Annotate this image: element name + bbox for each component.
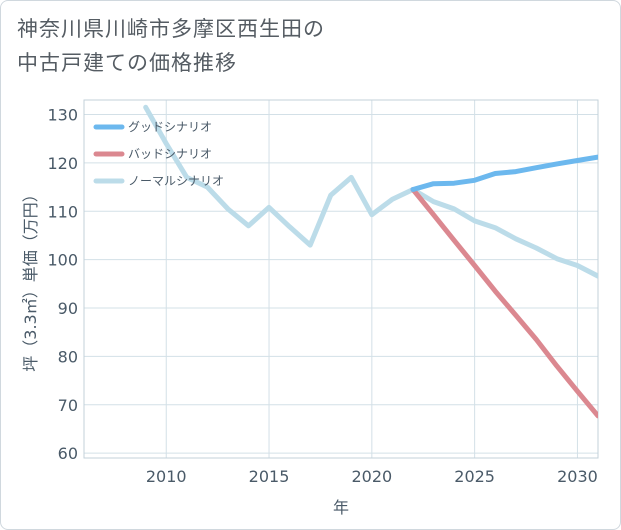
x-tick-label: 2010 [146, 467, 187, 486]
y-tick-label: 120 [47, 154, 78, 173]
axis-ticks: 2010 2015 2020 2025 2030 60 70 80 90 100 110 120 130 [47, 106, 597, 486]
x-axis-title: 年 [333, 498, 349, 517]
y-tick-label: 130 [47, 106, 78, 125]
chart-title-line-2: 中古戸建ての価格推移 [17, 51, 237, 75]
x-tick-label: 2020 [351, 467, 392, 486]
x-tick-label: 2015 [249, 467, 290, 486]
bad-scenario-line [410, 187, 598, 419]
x-tick-label: 2030 [557, 467, 598, 486]
legend-item-bad: バッドシナリオ [93, 147, 212, 161]
grid [84, 100, 598, 458]
normal-scenario-line [143, 104, 598, 279]
good-scenario-line [410, 154, 598, 192]
y-tick-label: 60 [58, 444, 78, 463]
y-tick-label: 110 [47, 202, 78, 221]
chart-title: 神奈川県川崎市多摩区西生田の 中古戸建ての価格推移 [17, 12, 577, 80]
legend-label: バッドシナリオ [128, 147, 212, 161]
y-tick-label: 100 [47, 251, 78, 270]
chart-title-line-1: 神奈川県川崎市多摩区西生田の [17, 17, 325, 41]
legend-item-good: グッドシナリオ [93, 120, 212, 134]
legend-label: グッドシナリオ [128, 120, 212, 134]
y-tick-label: 70 [58, 396, 78, 415]
legend-label: ノーマルシナリオ [128, 174, 224, 188]
x-tick-label: 2025 [454, 467, 495, 486]
plot-area-border [83, 99, 599, 459]
legend-item-normal: ノーマルシナリオ [93, 174, 224, 188]
y-axis-title: 坪（3.3㎡）単価（万円） [21, 186, 40, 371]
y-tick-label: 80 [58, 347, 78, 366]
series-lines [143, 104, 598, 419]
y-tick-label: 90 [58, 299, 78, 318]
